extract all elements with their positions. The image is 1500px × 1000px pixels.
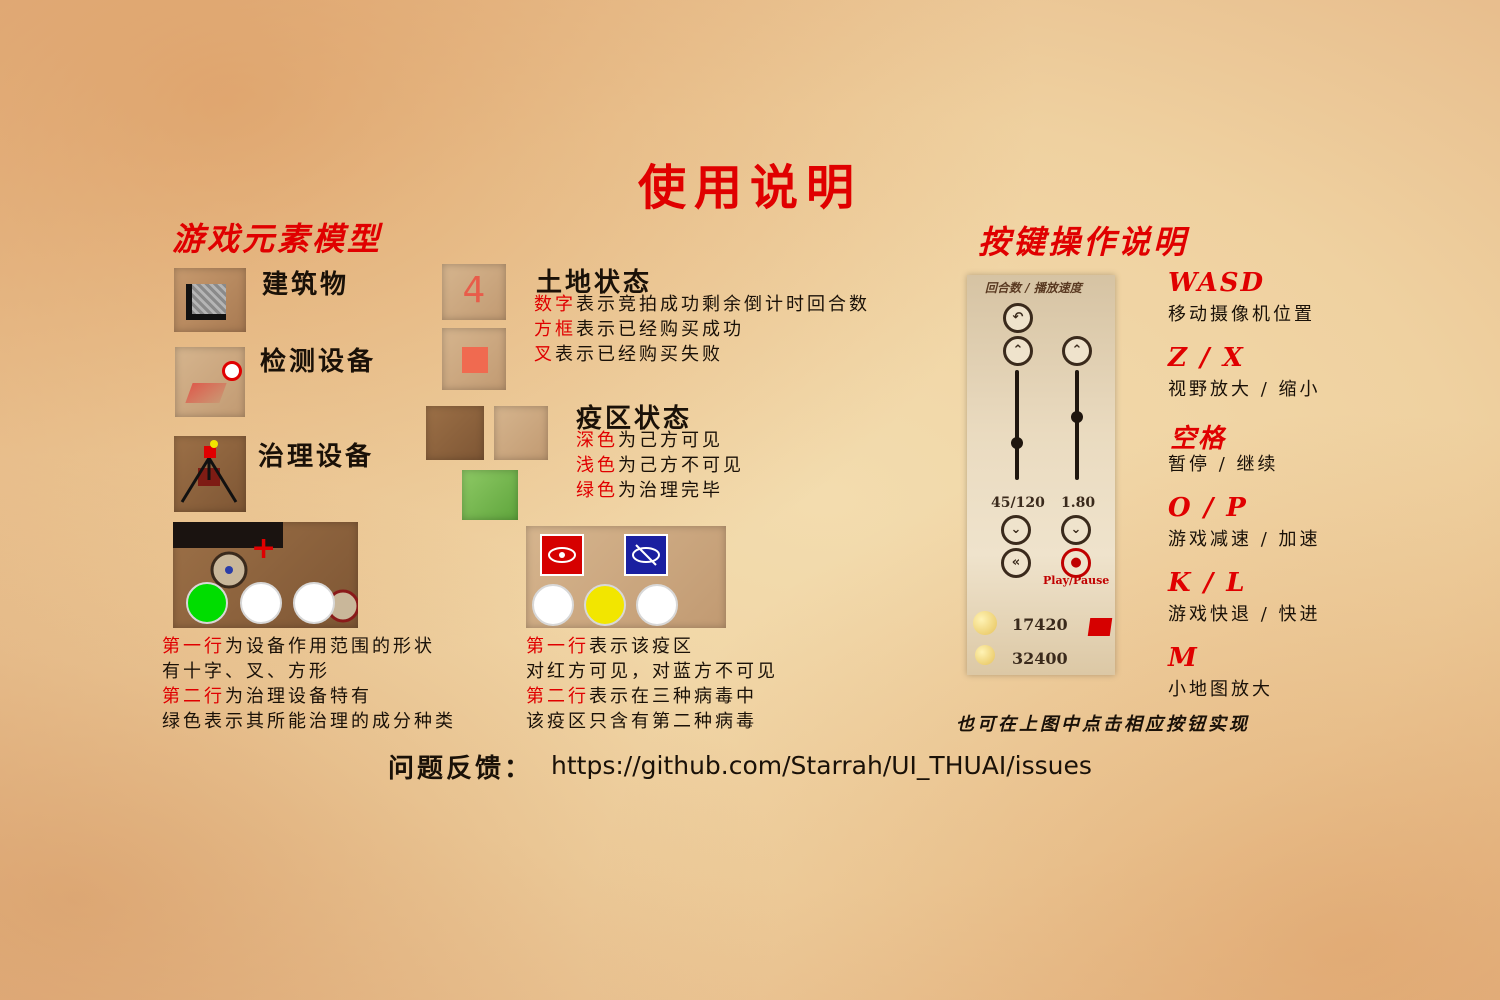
speed-slider[interactable] [1075, 370, 1079, 480]
zone-info-image [526, 526, 726, 628]
device-note-line1: 第一行为设备作用范围的形状 [162, 636, 435, 657]
zone-note-line4: 该疫区只含有第二种病毒 [526, 711, 757, 732]
land-tile-square [442, 328, 506, 390]
detector-image [175, 347, 245, 417]
zone-line-dark: 深色为己方可见 [576, 430, 723, 451]
device-circle-3 [293, 582, 335, 624]
rewind-icon[interactable]: ↶ [1003, 303, 1033, 333]
key-zx: Z / X [1168, 343, 1245, 373]
speed-readout: 1.80 [1061, 495, 1096, 511]
healer-label: 治理设备 [258, 442, 375, 472]
zone-note-line2: 对红方可见，对蓝方不可见 [526, 661, 778, 682]
zone-tile-light [494, 406, 548, 460]
zone-tile-green [462, 470, 518, 520]
zone-note-line3: 第二行表示在三种病毒中 [526, 686, 757, 707]
key-space-desc: 暂停 / 继续 [1168, 454, 1279, 475]
play-pause-label[interactable]: Play/Pause [1043, 574, 1110, 587]
control-panel-image: 回合数 / 播放速度 ↶ ⌃ ⌃ 45/120 1.80 ⌄ ⌄ « ● Pla… [967, 275, 1115, 675]
land-line-cross: 叉表示已经购买失败 [534, 344, 723, 365]
device-info-image: + [173, 522, 358, 628]
feedback-link[interactable]: https://github.com/Starrah/UI_THUAI/issu… [551, 751, 1092, 780]
land-line-square: 方框表示已经购买成功 [534, 319, 744, 340]
speed-slider-knob[interactable] [1071, 411, 1083, 423]
eye-off-icon [624, 534, 668, 576]
key-op: O / P [1168, 493, 1248, 523]
land-tile-number: 4 [442, 264, 506, 320]
device-circle-2 [240, 582, 282, 624]
zone-tile-dark [426, 406, 484, 460]
device-note-line4: 绿色表示其所能治理的成分种类 [162, 711, 456, 732]
click-note: 也可在上图中点击相应按钮实现 [956, 714, 1250, 735]
eye-icon [540, 534, 584, 576]
land-state-heading: 土地状态 [536, 268, 653, 298]
red-flag-icon [1087, 618, 1113, 636]
key-op-desc: 游戏减速 / 加速 [1168, 529, 1321, 550]
key-m: M [1168, 643, 1199, 673]
coin-icon [973, 611, 997, 635]
turn-slider[interactable] [1015, 370, 1019, 480]
fast-back-icon[interactable]: « [1001, 548, 1031, 578]
zone-note-line1: 第一行表示该疫区 [526, 636, 694, 657]
slow-down-icon[interactable]: ⌃ [1003, 336, 1033, 366]
healer-image [174, 436, 246, 512]
key-space: 空格 [1170, 424, 1227, 454]
key-zx-desc: 视野放大 / 缩小 [1168, 379, 1321, 400]
score-2: 32400 [1012, 649, 1068, 668]
panel-header: 回合数 / 播放速度 [985, 281, 1082, 295]
score-1: 17420 [1012, 615, 1068, 634]
key-wasd-desc: 移动摄像机位置 [1168, 304, 1315, 325]
device-note-line3: 第二行为治理设备特有 [162, 686, 372, 707]
device-circle-1 [186, 582, 228, 624]
zone-circle-3 [636, 584, 678, 626]
key-kl-desc: 游戏快退 / 快进 [1168, 604, 1321, 625]
key-kl: K / L [1168, 568, 1247, 598]
turn-readout: 45/120 [991, 495, 1045, 511]
play-pause-icon[interactable]: ● [1061, 548, 1091, 578]
feedback-label: 问题反馈： [388, 754, 534, 784]
game-elements-heading: 游戏元素模型 [172, 220, 383, 258]
zone-state-heading: 疫区状态 [576, 404, 693, 434]
step-down-icon[interactable]: ⌄ [1001, 515, 1031, 545]
speed-up-icon[interactable]: ⌃ [1062, 336, 1092, 366]
key-controls-heading: 按键操作说明 [978, 223, 1189, 261]
building-image [174, 268, 246, 332]
turn-slider-knob[interactable] [1011, 437, 1023, 449]
zone-line-green: 绿色为治理完毕 [576, 480, 723, 501]
zone-circle-1 [532, 584, 574, 626]
detector-label: 检测设备 [260, 347, 377, 377]
land-line-number: 数字表示竞拍成功剩余倒计时回合数 [534, 294, 870, 315]
key-wasd: WASD [1168, 268, 1266, 298]
medal-icon [975, 645, 995, 665]
device-note-line2: 有十字、叉、方形 [162, 661, 330, 682]
page-title: 使用说明 [637, 160, 862, 216]
building-label: 建筑物 [262, 270, 350, 300]
zone-line-light: 浅色为己方不可见 [576, 455, 744, 476]
key-m-desc: 小地图放大 [1168, 679, 1273, 700]
zone-circle-2 [584, 584, 626, 626]
step-up-icon[interactable]: ⌄ [1061, 515, 1091, 545]
